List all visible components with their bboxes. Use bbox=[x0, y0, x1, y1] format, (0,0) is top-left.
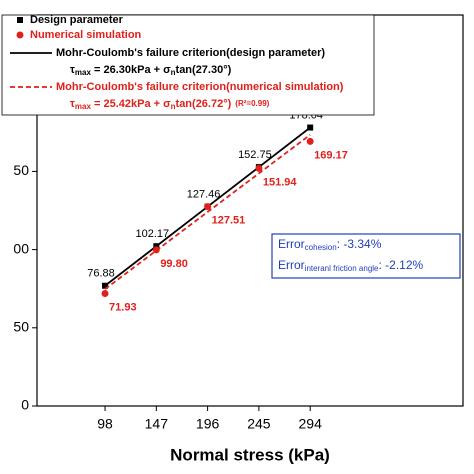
legend-label: Mohr-Coulomb's failure criterion(design … bbox=[56, 47, 325, 59]
marker bbox=[102, 282, 109, 289]
x-tick-label: 147 bbox=[145, 416, 169, 432]
data-label: 71.93 bbox=[109, 301, 137, 313]
data-label: 127.46 bbox=[187, 189, 221, 201]
equation-note: (R²=0.99) bbox=[235, 99, 269, 108]
x-tick-label: 294 bbox=[299, 416, 323, 432]
equation-part: τ bbox=[70, 98, 75, 110]
error-part: interanl friction angle bbox=[305, 264, 379, 273]
data-label: 102.17 bbox=[135, 228, 169, 240]
y-tick-label: 0 bbox=[21, 397, 29, 413]
equation-part: max bbox=[75, 68, 92, 77]
error-text: Errorinteranl friction angle: -2.12% bbox=[278, 258, 424, 273]
y-tick-label: 00 bbox=[13, 240, 29, 256]
legend-marker bbox=[16, 31, 24, 39]
x-tick-label: 245 bbox=[247, 416, 271, 432]
x-tick-label: 196 bbox=[196, 416, 220, 432]
data-label: 76.88 bbox=[87, 268, 115, 280]
error-part: cohesion bbox=[305, 243, 337, 252]
data-label: 169.17 bbox=[314, 149, 348, 161]
x-tick-label: 98 bbox=[97, 416, 113, 432]
data-label: 151.94 bbox=[263, 176, 298, 188]
marker bbox=[153, 243, 160, 250]
marker bbox=[306, 137, 314, 145]
error-text: Errorcohesion: -3.34% bbox=[278, 237, 382, 252]
equation-part: tan(26.72°) bbox=[176, 98, 232, 110]
y-tick-label: 50 bbox=[13, 162, 29, 178]
equation-part: tan(27.30°) bbox=[176, 64, 232, 76]
equation: τmax = 26.30kPa + σntan(27.30°) bbox=[70, 64, 232, 77]
equation-part: max bbox=[75, 102, 92, 111]
data-label: 152.75 bbox=[238, 149, 272, 161]
equation-part: = 25.42kPa + σ bbox=[91, 98, 171, 110]
marker bbox=[152, 246, 160, 254]
legend-label: Design parameter bbox=[30, 14, 124, 26]
legend-marker bbox=[17, 17, 23, 23]
marker bbox=[307, 124, 314, 131]
y-tick-label: 50 bbox=[13, 319, 29, 335]
marker bbox=[101, 290, 109, 298]
data-label: 99.80 bbox=[160, 258, 188, 270]
fit-line bbox=[104, 134, 311, 290]
equation: τmax = 25.42kPa + σntan(26.72°) (R²=0.99) bbox=[70, 98, 270, 111]
x-axis-label: Normal stress (kPa) bbox=[170, 445, 330, 464]
error-part: Error bbox=[278, 258, 305, 272]
legend-label: Numerical simulation bbox=[30, 29, 142, 41]
equation-part: n bbox=[171, 68, 176, 77]
error-part: : -2.12% bbox=[379, 258, 424, 272]
marker bbox=[255, 164, 263, 172]
equation-part: τ bbox=[70, 64, 75, 76]
legend-box bbox=[1, 14, 375, 116]
error-part: : -3.34% bbox=[337, 237, 382, 251]
error-box bbox=[271, 233, 461, 279]
equation-part: n bbox=[171, 102, 176, 111]
marker bbox=[204, 203, 212, 211]
legend-label: Mohr-Coulomb's failure criterion(numeric… bbox=[56, 81, 344, 93]
error-part: Error bbox=[278, 237, 305, 251]
equation-part: = 26.30kPa + σ bbox=[91, 64, 171, 76]
data-label: 127.51 bbox=[212, 214, 246, 226]
